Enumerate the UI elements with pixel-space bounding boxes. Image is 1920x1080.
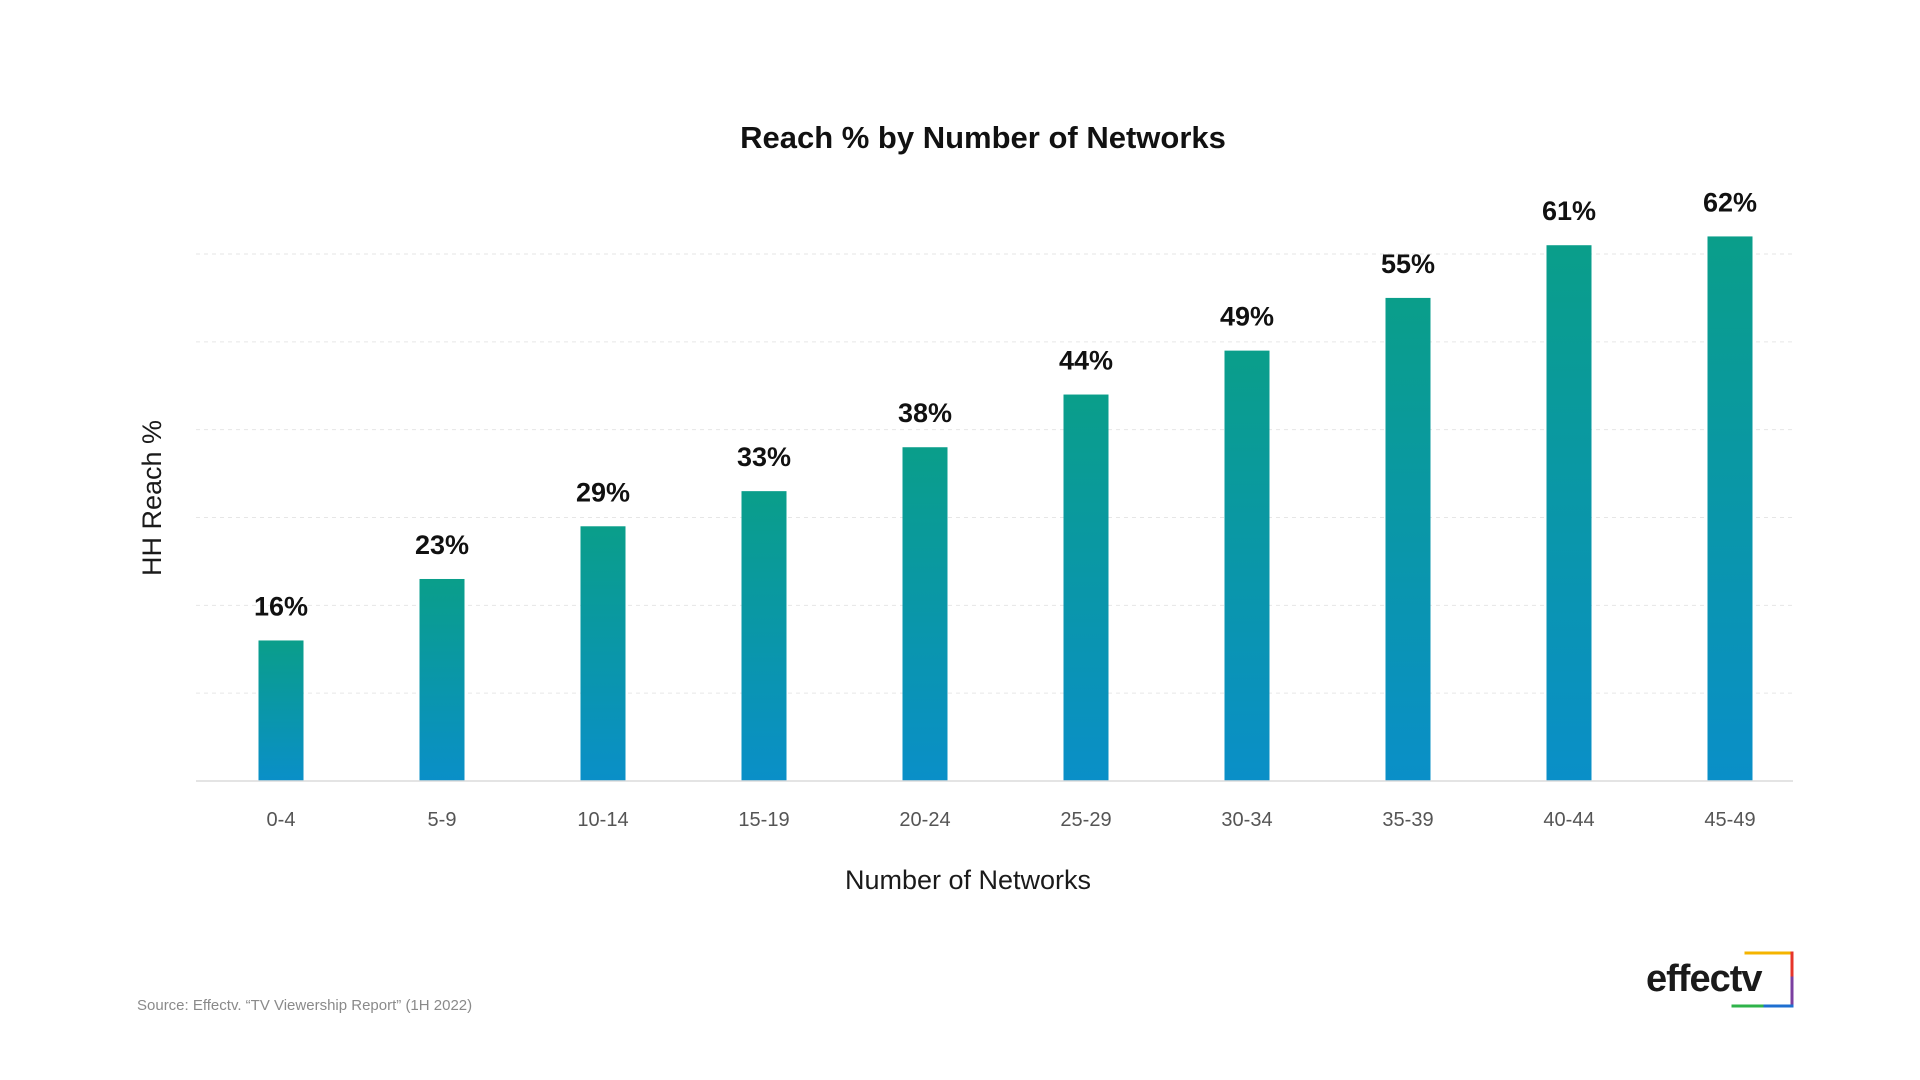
data-label-45-49: 62% bbox=[1703, 187, 1757, 217]
bar-20-24 bbox=[902, 447, 948, 781]
bar-35-39 bbox=[1385, 297, 1431, 781]
bar-10-14 bbox=[580, 526, 626, 781]
x-tick-5-9: 5-9 bbox=[428, 809, 457, 831]
data-label-25-29: 44% bbox=[1059, 346, 1113, 376]
source-note: Source: Effectv. “TV Viewership Report” … bbox=[137, 997, 472, 1014]
data-label-40-44: 61% bbox=[1542, 196, 1596, 226]
bar-5-9 bbox=[419, 578, 465, 781]
data-label-35-39: 55% bbox=[1381, 249, 1435, 279]
data-label-15-19: 33% bbox=[737, 442, 791, 472]
x-tick-0-4: 0-4 bbox=[267, 809, 296, 831]
bar-45-49 bbox=[1707, 236, 1753, 781]
x-tick-30-34: 30-34 bbox=[1221, 809, 1272, 831]
x-tick-25-29: 25-29 bbox=[1060, 809, 1111, 831]
data-label-5-9: 23% bbox=[415, 530, 469, 560]
x-tick-20-24: 20-24 bbox=[899, 809, 950, 831]
x-tick-15-19: 15-19 bbox=[738, 809, 789, 831]
logo-frame-icon bbox=[1731, 951, 1794, 1008]
bar-25-29 bbox=[1063, 394, 1109, 781]
data-label-20-24: 38% bbox=[898, 398, 952, 428]
data-label-0-4: 16% bbox=[254, 591, 308, 621]
x-tick-40-44: 40-44 bbox=[1543, 809, 1594, 831]
x-tick-45-49: 45-49 bbox=[1704, 809, 1755, 831]
x-tick-10-14: 10-14 bbox=[577, 809, 628, 831]
y-axis-label: HH Reach % bbox=[137, 420, 167, 576]
bar-15-19 bbox=[741, 491, 787, 781]
x-axis-label: Number of Networks bbox=[845, 865, 1091, 895]
bar-40-44 bbox=[1546, 245, 1592, 781]
bar-30-34 bbox=[1224, 350, 1270, 781]
chart-title: Reach % by Number of Networks bbox=[740, 120, 1226, 155]
data-label-30-34: 49% bbox=[1220, 302, 1274, 332]
bar-0-4 bbox=[258, 640, 304, 781]
x-tick-35-39: 35-39 bbox=[1382, 809, 1433, 831]
data-labels: 16% 23% 29% 33% 38% 44% 49% 55% 61% 62% bbox=[254, 187, 1757, 621]
bars bbox=[258, 236, 1753, 781]
x-tick-labels: 0-4 5-9 10-14 15-19 20-24 25-29 30-34 35-39 40-4… bbox=[267, 809, 1756, 831]
effectv-logo: effectv bbox=[1646, 951, 1794, 1008]
logo-wordmark: effectv bbox=[1646, 958, 1762, 1000]
data-label-10-14: 29% bbox=[576, 477, 630, 507]
